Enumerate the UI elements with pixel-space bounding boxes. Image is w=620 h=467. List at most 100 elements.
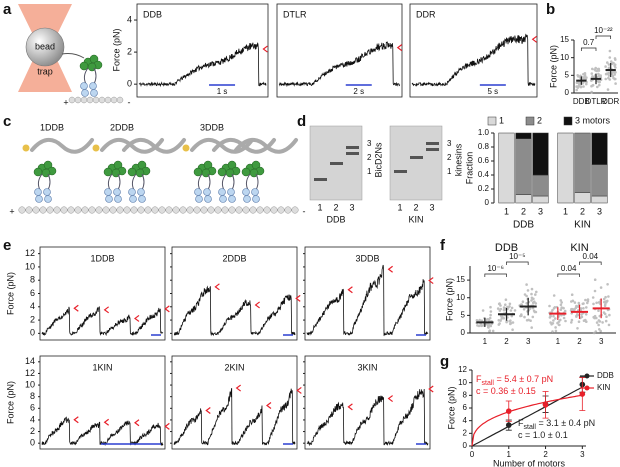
- annotation: c = 1.0 ± 0.1: [518, 430, 568, 440]
- panel-label: d: [297, 113, 306, 130]
- microtubule: [256, 206, 264, 214]
- microtubule: [263, 206, 271, 214]
- annotation-symbol: F: [518, 418, 524, 428]
- band-label: 3: [447, 139, 452, 148]
- group-label: DDB: [495, 242, 518, 254]
- data-point: [505, 408, 512, 414]
- band-label: 1: [447, 167, 452, 176]
- force-trace: [41, 416, 164, 447]
- stall-marker: [103, 306, 110, 314]
- significance-bracket: [579, 261, 602, 265]
- motor-part: [33, 167, 43, 177]
- gel-band: [426, 148, 439, 151]
- trace-title: 3DDB: [355, 253, 379, 263]
- y-tick-label: 10: [458, 378, 467, 387]
- gel: [309, 125, 363, 201]
- trace-frame: [171, 355, 298, 450]
- y-tick-label: 15: [456, 275, 465, 284]
- microtubule: [46, 206, 54, 214]
- y-tick-label: 1.0: [478, 128, 490, 137]
- x-tick-label: 0: [470, 450, 475, 459]
- microtubule: [32, 206, 40, 214]
- microtubule: [18, 206, 26, 214]
- significance-bracket: [506, 261, 529, 265]
- motor-head: [90, 89, 98, 97]
- adaptor: [122, 138, 186, 154]
- y-tick-label: 4: [30, 301, 35, 311]
- motor-head: [81, 89, 89, 97]
- scale-bar-label: 5 s: [488, 87, 499, 96]
- legend-label: 1: [499, 115, 504, 125]
- microtubule: [60, 206, 68, 214]
- bar-segment: [557, 132, 574, 204]
- bar-segment: [574, 132, 591, 193]
- motor-head: [194, 188, 202, 196]
- motor-drawing: [61, 53, 103, 97]
- motor-head: [203, 188, 211, 196]
- adaptor: [190, 138, 254, 154]
- motor-head: [89, 82, 97, 90]
- motor-head: [243, 195, 251, 203]
- motor-head: [252, 195, 260, 203]
- significance-bracket: [557, 273, 580, 277]
- annotation: c = 0.36 ± 0.15: [476, 386, 536, 396]
- annotation: Fstall = 3.1 ± 0.4 pN: [518, 418, 595, 430]
- x-tick-label: 2: [580, 206, 585, 216]
- gel-band: [330, 162, 343, 165]
- gel-band: [346, 146, 359, 149]
- microtubule: [130, 206, 138, 214]
- motor-head: [204, 195, 212, 203]
- legend-swatch: [563, 116, 573, 126]
- microtubule: [74, 96, 82, 104]
- stall-marker: [266, 401, 272, 409]
- significance-bracket: [484, 273, 507, 277]
- trace-frame: [136, 3, 269, 98]
- lane-label: 3: [349, 202, 354, 212]
- motor-head: [34, 188, 42, 196]
- panel-label: c: [3, 113, 11, 130]
- stall-marker: [134, 419, 140, 427]
- motor-head: [242, 188, 250, 196]
- bar-segment: [574, 192, 591, 204]
- microtubule: [165, 206, 173, 214]
- fit-curve: [471, 386, 583, 447]
- construct-label: 2DDB: [110, 122, 134, 132]
- motor-head: [228, 195, 236, 203]
- fit-curve: [471, 394, 583, 447]
- tether: [61, 53, 85, 59]
- stall-marker: [205, 406, 211, 414]
- stall-marker: [164, 422, 170, 430]
- x-tick-label: 2: [543, 450, 548, 459]
- annotation: Fstall = 5.4 ± 0.7 pN: [476, 374, 553, 386]
- microtubule: [158, 206, 166, 214]
- legend-label: DDB: [597, 371, 614, 380]
- panel-label: g: [440, 353, 449, 370]
- x-tick-label: 3: [597, 206, 602, 216]
- microtubule: [249, 206, 257, 214]
- mt-plus: +: [63, 97, 68, 107]
- microtubule: [53, 206, 61, 214]
- significance-bracket: [580, 47, 597, 51]
- lane-label: 2: [413, 202, 418, 212]
- stall-marker: [235, 384, 242, 392]
- microtubule: [68, 96, 76, 104]
- data-point: [579, 391, 586, 397]
- gel-band: [410, 156, 423, 159]
- stall-marker: [164, 305, 170, 313]
- band-label: 3: [367, 139, 372, 148]
- group-label: DDB: [513, 220, 534, 231]
- microtubule: [67, 206, 75, 214]
- trace-frame: [276, 3, 403, 98]
- y-tick-label: 5: [461, 310, 466, 319]
- x-tick-label: 3: [526, 337, 531, 346]
- y-tick-label: 0.6: [478, 156, 490, 165]
- motor-head: [218, 188, 226, 196]
- adaptor-tip: [92, 144, 100, 152]
- y-tick-label: 14: [25, 356, 35, 366]
- motor-part: [203, 160, 213, 170]
- stall-marker: [396, 44, 403, 52]
- microtubule: [221, 206, 229, 214]
- microtubule: [104, 96, 112, 104]
- microtubule: [179, 206, 187, 214]
